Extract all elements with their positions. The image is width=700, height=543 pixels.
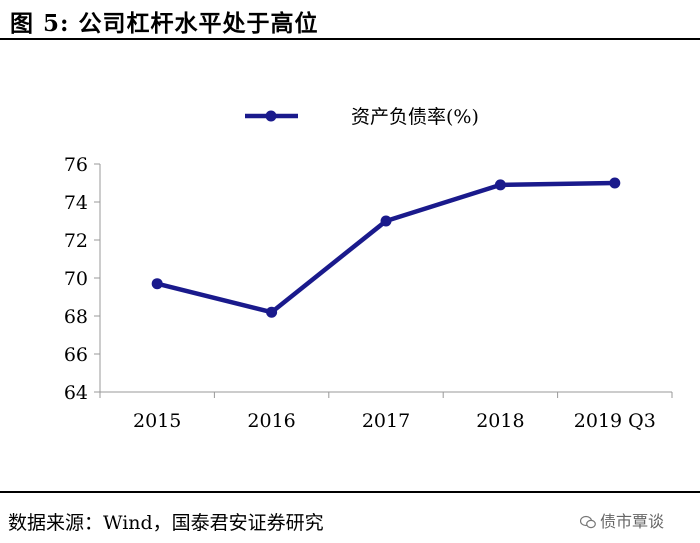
series-group — [151, 177, 621, 318]
data-point — [151, 278, 163, 290]
legend-label: 资产负债率(%) — [351, 106, 479, 128]
series-line — [156, 180, 615, 315]
data-point — [494, 179, 506, 191]
watermark-text: 债市覃谈 — [600, 512, 665, 531]
x-tick-label: 2019 Q3 — [574, 410, 656, 432]
data-point — [380, 215, 392, 227]
y-tick-label: 66 — [64, 344, 88, 366]
figure-title: 图 5: 公司杠杆水平处于高位 — [10, 10, 319, 37]
chart-legend: 资产负债率(%) — [245, 106, 479, 128]
y-tick-label: 64 — [64, 382, 88, 404]
title-divider — [0, 38, 700, 40]
legend-marker — [265, 110, 277, 122]
x-tick-label: 2017 — [362, 410, 410, 432]
y-tick-label: 74 — [64, 192, 88, 214]
watermark: 债市覃谈 — [580, 508, 664, 532]
x-tick-label: 2018 — [476, 410, 524, 432]
source-divider — [0, 491, 700, 493]
line-chart: 64 66 68 70 72 74 76 2015 2016 2017 2018 2019 Q3 资产… — [64, 106, 673, 432]
chart-axes: 64 66 68 70 72 74 76 2015 2016 2017 2018 2019 Q3 — [64, 154, 673, 432]
x-tick-label: 2015 — [133, 410, 181, 432]
source-note: 数据来源：Wind，国泰君安证券研究 — [8, 512, 324, 534]
y-tick-label: 68 — [64, 306, 88, 328]
data-point — [266, 306, 278, 318]
wechat-icon — [580, 515, 596, 529]
y-tick-label: 76 — [64, 154, 88, 176]
data-point — [609, 177, 621, 189]
y-tick-label: 72 — [64, 230, 88, 252]
x-tick-label: 2016 — [247, 410, 295, 432]
y-tick-label: 70 — [64, 268, 88, 290]
